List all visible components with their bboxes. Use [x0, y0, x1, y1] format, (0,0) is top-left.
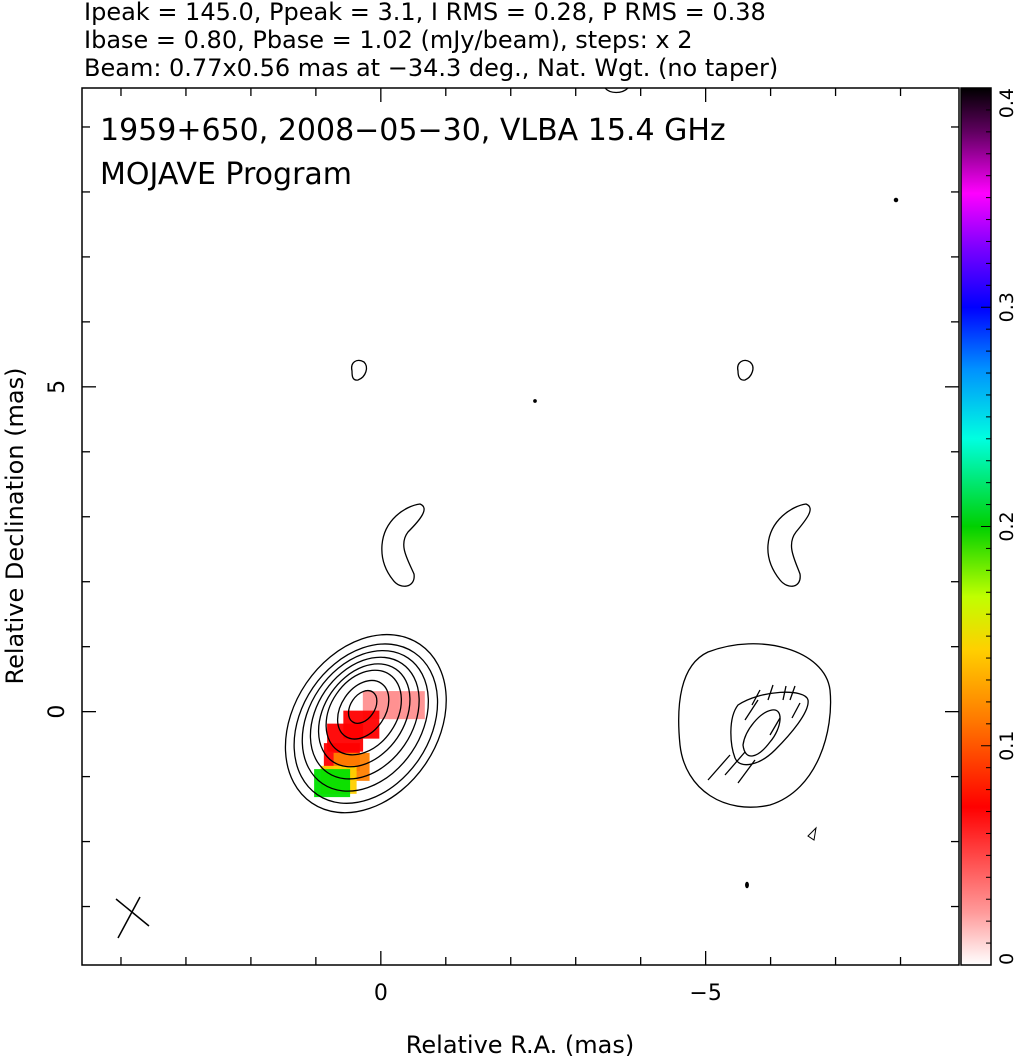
colorbar-ticks [981, 87, 991, 966]
core-contour [347, 689, 378, 724]
polarization-pixels [314, 691, 425, 798]
beam-info-line: Beam: 0.77x0.56 mas at −34.3 deg., Nat. … [84, 54, 778, 82]
stats-line-1: Ipeak = 145.0, Ppeak = 3.1, I RMS = 0.28… [84, 0, 766, 26]
x-tick-0: 0 [374, 981, 388, 1006]
panel-subtitle: MOJAVE Program [100, 157, 352, 192]
colorbar-label-0-4: 0.4 [996, 88, 1018, 118]
y-axis-label: Relative Declination (mas) [1, 367, 29, 684]
stats-line-2: Ibase = 0.80, Pbase = 1.02 (mJy/beam), s… [84, 26, 693, 54]
core-contour [309, 656, 420, 780]
small-contours [351, 88, 899, 889]
colorbar-label-0-3: 0.3 [996, 292, 1018, 322]
x-tick-minus5: −5 [689, 981, 721, 1006]
y-tick-labels: 0 5 [45, 380, 70, 719]
y-tick-5: 5 [45, 380, 70, 394]
right-core-contours [678, 643, 832, 808]
core-contour [325, 669, 402, 756]
core-contour [284, 633, 447, 814]
core-contour [301, 649, 429, 792]
core-contour [293, 643, 439, 804]
colorbar-labels: 0 0.1 0.2 0.3 0.4 [996, 88, 1018, 965]
colorbar-label-0-1: 0.1 [996, 731, 1018, 761]
core-contour [317, 663, 411, 768]
pol-pixel [314, 769, 351, 798]
evpa-vectors [707, 684, 801, 784]
plot-frame [81, 87, 960, 966]
x-tick-labels: 0 −5 [374, 981, 722, 1006]
y-tick-0: 0 [45, 705, 70, 719]
colorbar-label-0: 0 [996, 953, 1018, 965]
left-core-contours [284, 633, 447, 814]
colorbar-label-0-2: 0.2 [996, 511, 1018, 541]
axis-ticks [82, 88, 959, 965]
core-contour [336, 679, 390, 740]
x-axis-label: Relative R.A. (mas) [406, 1031, 634, 1059]
beam-marker [115, 896, 150, 939]
panel-title: 1959+650, 2008−05−30, VLBA 15.4 GHz [100, 113, 726, 148]
